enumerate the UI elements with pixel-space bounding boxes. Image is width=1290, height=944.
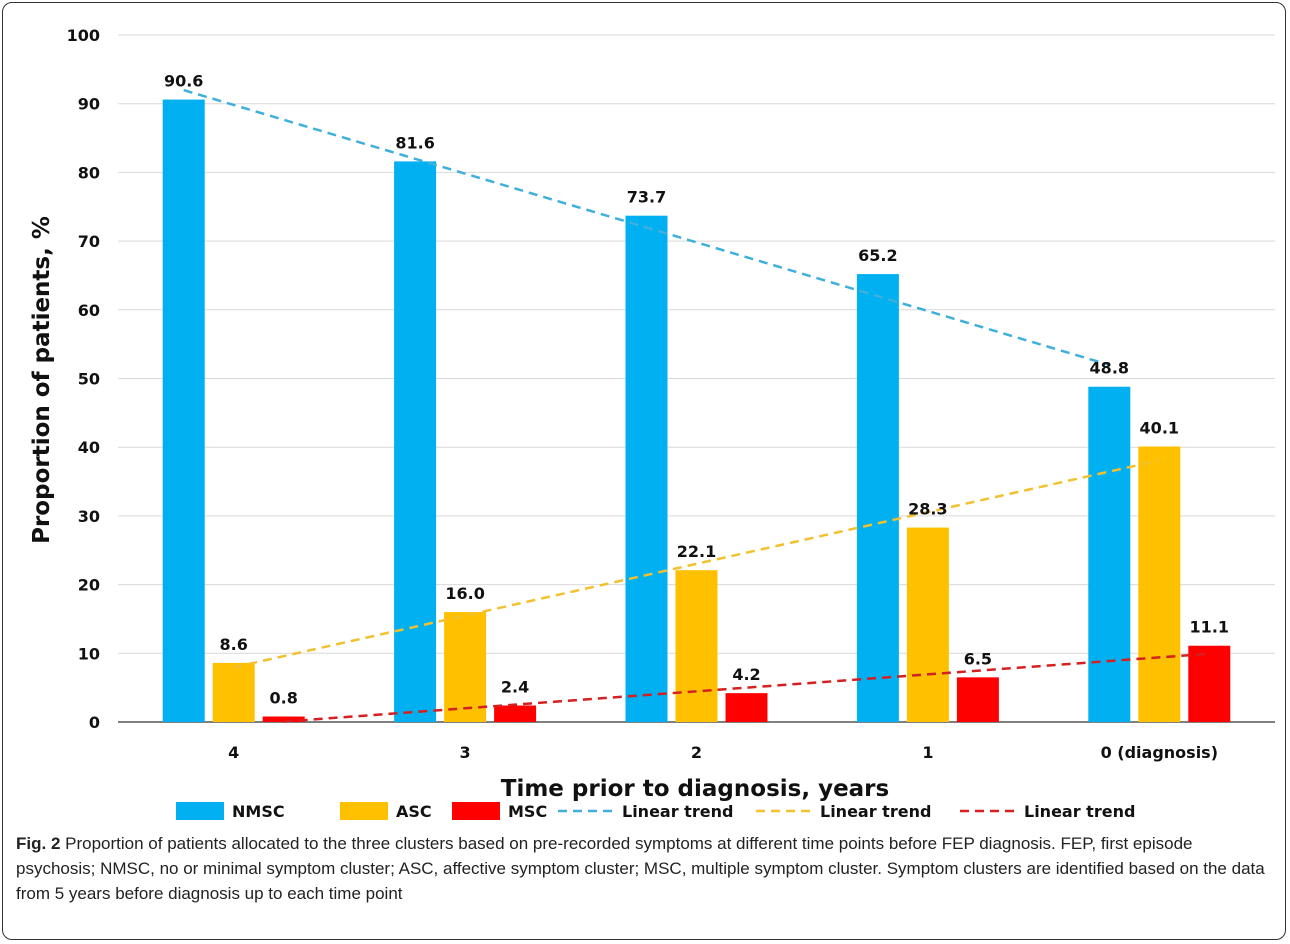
bar-nmsc bbox=[162, 99, 205, 722]
y-tick-label: 80 bbox=[78, 163, 100, 182]
legend-label: NMSC bbox=[232, 802, 285, 821]
y-axis-title: Proportion of patients, % bbox=[29, 216, 55, 544]
y-tick-label: 90 bbox=[78, 95, 100, 114]
bar-asc bbox=[444, 612, 487, 722]
legend-label: MSC bbox=[508, 802, 547, 821]
data-label: 0.8 bbox=[270, 689, 298, 708]
x-tick-label: 0 (diagnosis) bbox=[1101, 743, 1218, 762]
bar-asc bbox=[212, 662, 255, 722]
data-label: 81.6 bbox=[395, 133, 434, 152]
y-axis-ticks: 0 10 20 30 40 50 60 70 80 90 100 bbox=[67, 26, 100, 732]
bar-msc bbox=[725, 693, 768, 722]
data-label: 22.1 bbox=[677, 542, 716, 561]
x-tick-label: 4 bbox=[228, 743, 239, 762]
data-label: 65.2 bbox=[858, 246, 897, 265]
trendline-msc bbox=[283, 652, 1210, 723]
bar-msc bbox=[1188, 645, 1231, 722]
legend-label: Linear trend bbox=[820, 802, 931, 821]
caption-label: Fig. 2 bbox=[16, 834, 61, 853]
y-tick-label: 50 bbox=[78, 370, 100, 389]
bar-nmsc bbox=[1088, 386, 1131, 722]
y-tick-label: 30 bbox=[78, 507, 100, 526]
y-tick-label: 0 bbox=[89, 713, 100, 732]
x-tick-label: 1 bbox=[922, 743, 933, 762]
y-tick-label: 10 bbox=[78, 644, 100, 663]
bar-asc bbox=[1138, 446, 1181, 722]
data-label: 11.1 bbox=[1190, 618, 1229, 637]
data-label: 8.6 bbox=[220, 635, 248, 654]
legend-label: Linear trend bbox=[1024, 802, 1135, 821]
data-label: 40.1 bbox=[1140, 419, 1179, 438]
data-label: 28.3 bbox=[908, 500, 947, 519]
legend-swatch bbox=[452, 802, 500, 820]
bar-msc bbox=[494, 705, 537, 722]
data-label: 6.5 bbox=[964, 649, 992, 668]
y-tick-label: 40 bbox=[78, 438, 100, 457]
legend-swatch bbox=[340, 802, 388, 820]
legend: NMSC ASC MSC Linear trend Linear trend Linear… bbox=[176, 802, 1135, 821]
data-label: 2.4 bbox=[501, 678, 529, 697]
trendlines bbox=[183, 88, 1210, 723]
trendline-asc bbox=[233, 459, 1160, 669]
bar-nmsc bbox=[394, 161, 437, 722]
data-label: 48.8 bbox=[1090, 359, 1129, 378]
y-tick-label: 60 bbox=[78, 301, 100, 320]
x-axis-ticks: 4 3 2 1 0 (diagnosis) bbox=[228, 743, 1218, 762]
bar-nmsc bbox=[625, 215, 668, 722]
data-label: 73.7 bbox=[627, 188, 666, 207]
caption-text: Proportion of patients allocated to the … bbox=[16, 834, 1265, 903]
data-label: 4.2 bbox=[732, 665, 760, 684]
y-tick-label: 100 bbox=[67, 26, 100, 45]
data-label: 16.0 bbox=[445, 584, 484, 603]
bar-asc bbox=[906, 527, 949, 722]
bar-msc bbox=[956, 677, 999, 722]
bar-msc bbox=[262, 716, 305, 722]
bar-asc bbox=[675, 570, 718, 722]
legend-label: Linear trend bbox=[622, 802, 733, 821]
x-axis-title: Time prior to diagnosis, years bbox=[501, 776, 889, 802]
bar-nmsc bbox=[856, 274, 899, 722]
legend-swatch bbox=[176, 802, 224, 820]
chart: 0 10 20 30 40 50 60 70 80 90 100 90.6 81.6 73.7 65.2 4… bbox=[29, 26, 1275, 821]
data-labels: 90.6 81.6 73.7 65.2 48.8 8.6 16.0 22.1 28.3 40.1 0… bbox=[164, 72, 1229, 708]
data-label: 90.6 bbox=[164, 72, 203, 91]
bars bbox=[162, 99, 1231, 722]
y-tick-label: 70 bbox=[78, 232, 100, 251]
x-tick-label: 3 bbox=[460, 743, 471, 762]
x-tick-label: 2 bbox=[691, 743, 702, 762]
figure-caption: Fig. 2 Proportion of patients allocated … bbox=[16, 831, 1272, 906]
y-tick-label: 20 bbox=[78, 576, 100, 595]
trendline-nmsc bbox=[183, 88, 1110, 367]
gridlines bbox=[118, 34, 1275, 723]
legend-label: ASC bbox=[396, 802, 432, 821]
